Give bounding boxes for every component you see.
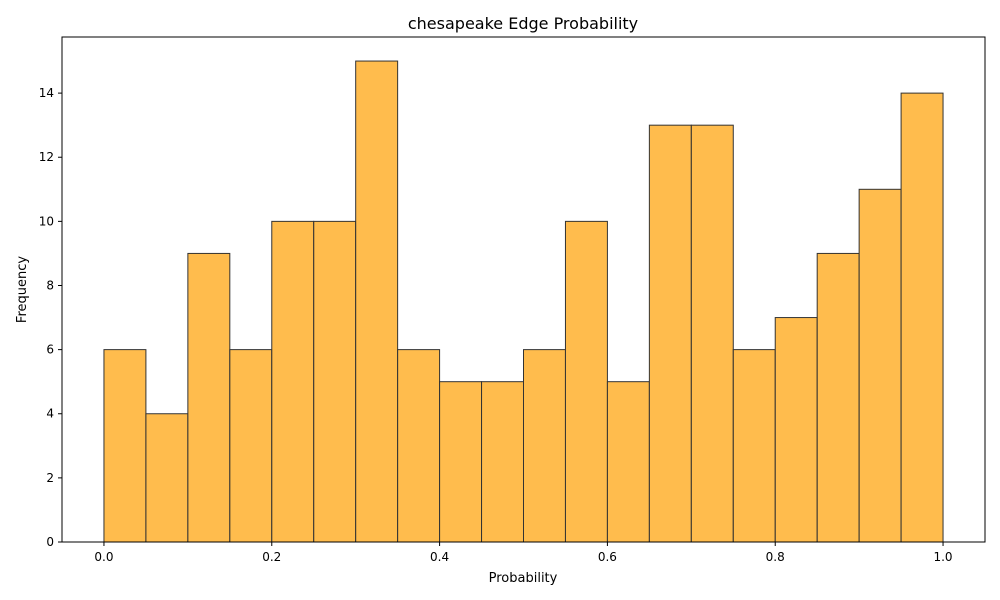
y-tick-label: 14 [39,86,54,100]
histogram-bar [229,349,273,543]
histogram-bar [313,220,357,543]
histogram-bar [900,92,944,543]
x-axis-ticks: 0.0 0.2 0.4 0.6 0.8 1.0 [94,542,953,564]
histogram-bar [271,220,315,543]
y-tick-label: 10 [39,214,54,228]
histogram-bar [858,188,902,543]
histogram-bar [187,252,231,543]
histogram-bar [732,349,776,543]
y-tick-label: 12 [39,150,54,164]
x-tick-label: 0.6 [598,550,617,564]
histogram-bar [774,317,818,543]
y-tick-label: 4 [46,407,54,421]
x-axis-label: Probability [489,571,558,586]
histogram-bar [439,381,483,543]
histogram-bar [690,124,734,543]
y-tick-label: 8 [46,278,54,292]
y-tick-label: 2 [46,471,54,485]
histogram-bar [481,381,524,543]
x-tick-label: 0.4 [430,550,449,564]
histogram-bar [355,60,399,543]
x-tick-label: 1.0 [933,550,952,564]
histogram-bar [523,349,566,543]
y-axis-ticks: 0 2 4 6 8 10 12 14 [39,86,62,549]
y-tick-label: 0 [46,535,54,549]
y-tick-label: 6 [46,343,54,357]
histogram-bar [606,381,650,543]
histogram-bar [648,124,692,543]
histogram-bar [397,349,441,543]
x-tick-label: 0.8 [766,550,785,564]
x-tick-label: 0.2 [262,550,281,564]
histogram-bar [145,413,189,543]
x-tick-label: 0.0 [94,550,113,564]
histogram-bar [564,220,608,543]
chart-title: chesapeake Edge Probability [408,14,638,33]
bars-group [103,60,944,543]
plot-frame [61,36,986,543]
histogram-bar [816,252,860,543]
y-axis-label: Frequency [15,256,30,323]
histogram-bar [103,349,147,543]
